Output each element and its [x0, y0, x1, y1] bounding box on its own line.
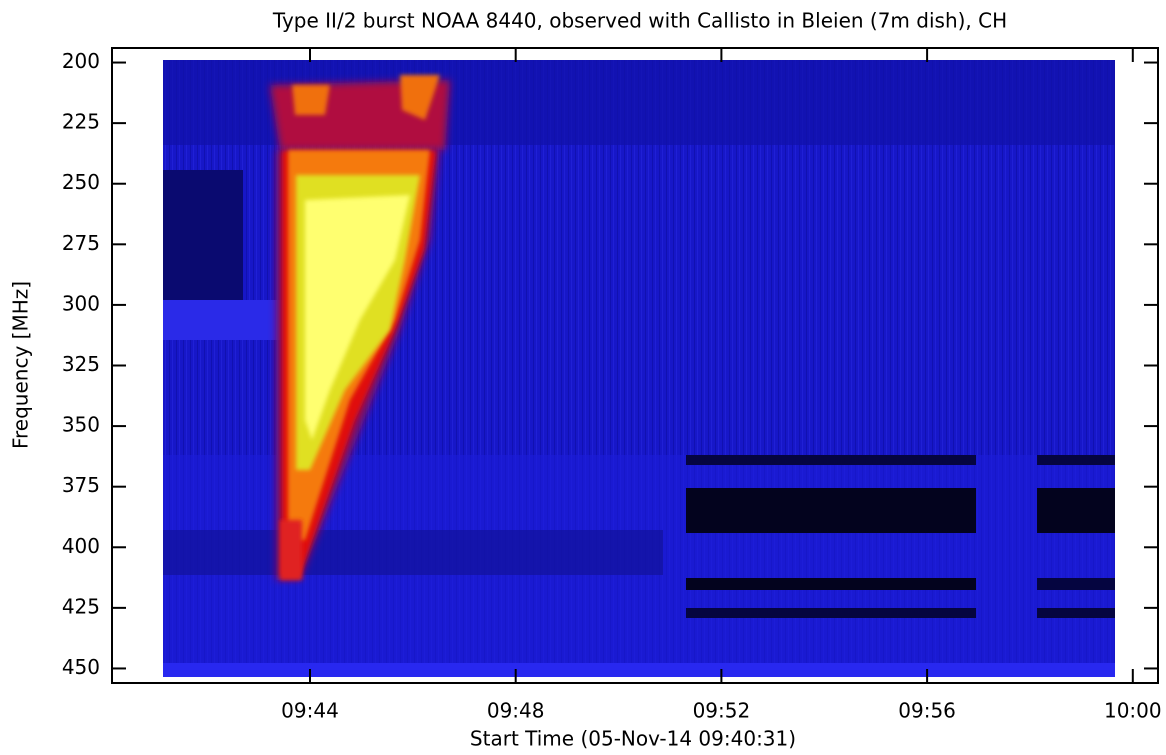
y-tick-label: 250 — [62, 170, 100, 194]
spectrogram — [163, 60, 1115, 677]
x-tick-label: 10:00 — [1104, 699, 1162, 723]
x-tick-label: 09:56 — [898, 699, 956, 723]
x-tick-label: 09:52 — [693, 699, 751, 723]
y-tick-label: 275 — [62, 231, 100, 255]
y-axis-title: Frequency [MHz] — [9, 281, 33, 449]
chart-title: Type II/2 burst NOAA 8440, observed with… — [272, 9, 1007, 33]
y-tick-label: 225 — [62, 110, 100, 134]
y-tick-label: 325 — [62, 352, 100, 376]
y-tick-label: 425 — [62, 594, 100, 618]
y-tick-label: 200 — [62, 49, 100, 73]
x-tick-label: 09:44 — [281, 699, 339, 723]
y-tick-label: 300 — [62, 291, 100, 315]
y-tick-label: 400 — [62, 534, 100, 558]
y-tick-label: 350 — [62, 413, 100, 437]
x-tick-label: 09:48 — [487, 699, 545, 723]
y-tick-label: 450 — [62, 655, 100, 679]
x-axis-title: Start Time (05-Nov-14 09:40:31) — [470, 727, 796, 751]
y-tick-label: 375 — [62, 473, 100, 497]
